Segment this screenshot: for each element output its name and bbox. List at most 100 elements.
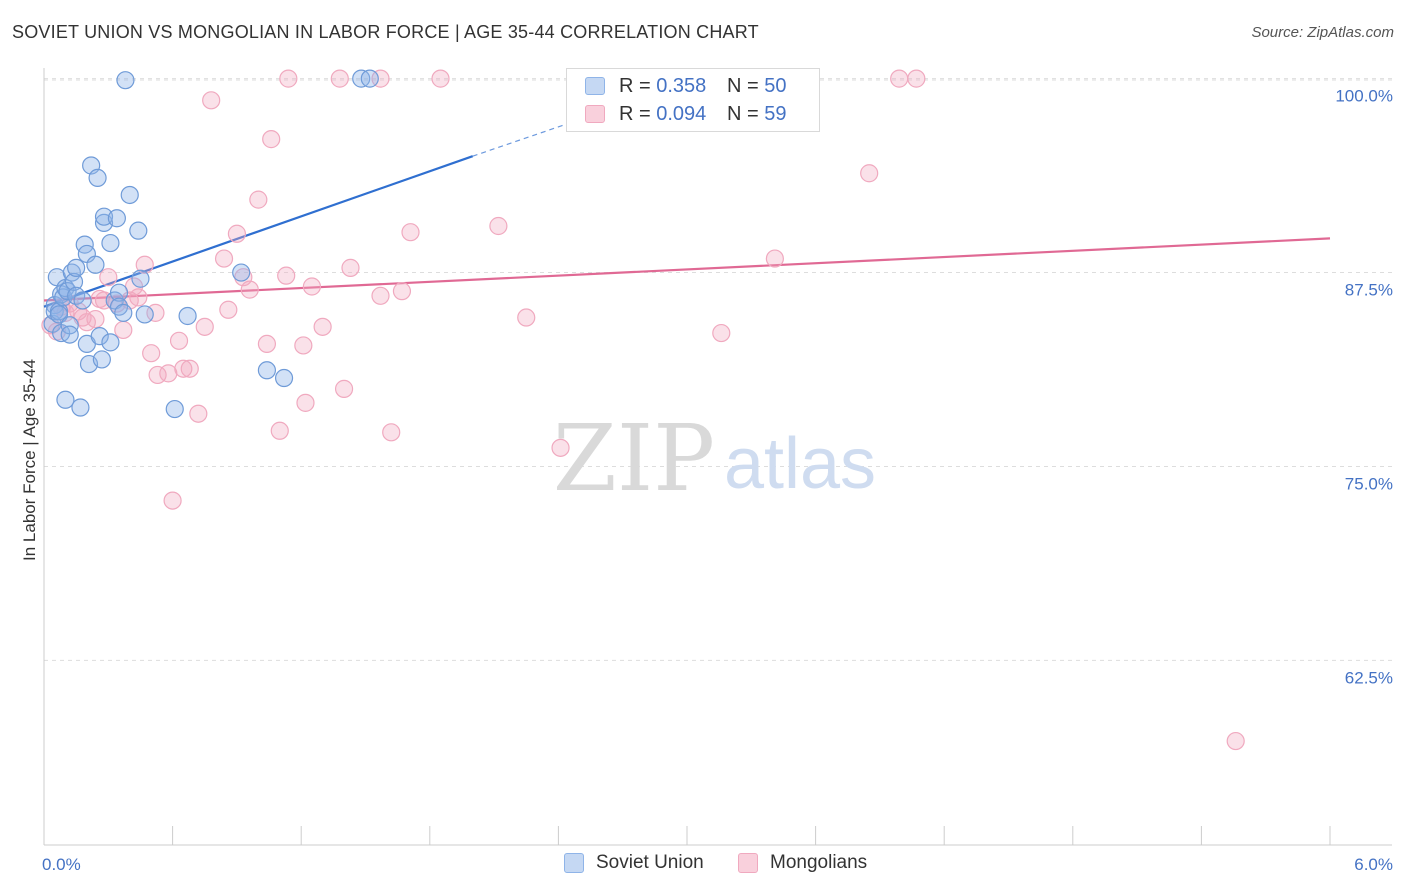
point-mongolians bbox=[227, 224, 246, 243]
point-mongolians bbox=[712, 323, 731, 343]
bottom-legend-soviet-union: Soviet Union bbox=[564, 852, 704, 874]
point-soviet-union bbox=[67, 258, 86, 277]
point-mongolians bbox=[257, 334, 277, 354]
point-mongolians bbox=[99, 268, 118, 287]
point-soviet-union bbox=[107, 209, 126, 228]
point-mongolians bbox=[169, 331, 189, 350]
point-soviet-union bbox=[165, 399, 184, 419]
x-tick-label: 6.0% bbox=[1354, 855, 1393, 874]
axes bbox=[43, 68, 1392, 846]
point-mongolians bbox=[163, 491, 182, 510]
points-mongolians bbox=[41, 69, 1245, 751]
point-mongolians bbox=[180, 359, 199, 378]
point-soviet-union bbox=[71, 398, 90, 417]
point-soviet-union bbox=[56, 390, 75, 409]
point-mongolians bbox=[765, 249, 784, 268]
bottom-legend-label-soviet-union: Soviet Union bbox=[596, 852, 704, 873]
point-mongolians bbox=[202, 91, 221, 110]
point-mongolians bbox=[371, 69, 390, 88]
point-mongolians bbox=[431, 69, 450, 88]
point-soviet-union bbox=[274, 368, 294, 388]
points-soviet-union bbox=[43, 69, 379, 419]
point-mongolians bbox=[174, 359, 193, 378]
source-label: Source: ZipAtlas.com bbox=[1251, 24, 1394, 41]
point-mongolians bbox=[135, 255, 154, 274]
bottom-legend-swatch-soviet-union bbox=[564, 853, 584, 873]
point-soviet-union bbox=[73, 291, 92, 310]
point-mongolians bbox=[330, 69, 349, 88]
point-soviet-union bbox=[88, 168, 107, 188]
y-tick-label: 62.5% bbox=[1345, 668, 1393, 687]
point-mongolians bbox=[240, 280, 259, 299]
point-mongolians bbox=[401, 223, 420, 242]
point-soviet-union bbox=[131, 269, 150, 288]
point-mongolians bbox=[129, 288, 148, 307]
point-mongolians bbox=[890, 69, 909, 88]
point-mongolians bbox=[382, 423, 401, 442]
point-soviet-union bbox=[116, 71, 135, 90]
point-mongolians bbox=[1226, 731, 1245, 751]
legend-r-label: R = bbox=[619, 102, 651, 125]
point-mongolians bbox=[294, 336, 313, 355]
point-mongolians bbox=[249, 190, 268, 209]
chart-title: SOVIET UNION VS MONGOLIAN IN LABOR FORCE… bbox=[12, 22, 759, 42]
point-mongolians bbox=[517, 308, 536, 327]
point-mongolians bbox=[86, 309, 105, 329]
point-soviet-union bbox=[178, 306, 197, 326]
point-mongolians bbox=[371, 286, 390, 305]
point-mongolians bbox=[214, 249, 234, 268]
point-mongolians bbox=[195, 317, 214, 336]
legend-row-mongolians: R = 0.094 N = 59 bbox=[585, 101, 787, 127]
legend-r-value-mongolians: 0.094 bbox=[656, 102, 707, 125]
point-mongolians bbox=[159, 364, 178, 383]
y-tick-label: 75.0% bbox=[1345, 474, 1393, 493]
grid-lines bbox=[44, 78, 1392, 661]
point-soviet-union bbox=[232, 263, 251, 282]
point-mongolians bbox=[296, 393, 315, 412]
bottom-legend-mongolians: Mongolians bbox=[738, 852, 867, 874]
legend-row-soviet-union: R = 0.358 N = 50 bbox=[585, 73, 787, 99]
point-soviet-union bbox=[109, 283, 129, 302]
y-tick-label: 100.0% bbox=[1335, 87, 1393, 106]
legend-r-value-soviet-union: 0.358 bbox=[656, 74, 707, 97]
point-mongolians bbox=[277, 266, 296, 285]
point-mongolians bbox=[392, 282, 412, 301]
legend-n-value-soviet-union: 50 bbox=[764, 74, 787, 97]
point-soviet-union bbox=[90, 327, 109, 346]
point-mongolians bbox=[334, 379, 354, 398]
legend-r-label: R = bbox=[619, 74, 651, 97]
y-tick-label: 87.5% bbox=[1345, 281, 1393, 300]
point-mongolians bbox=[551, 438, 570, 457]
point-soviet-union bbox=[86, 255, 105, 274]
legend-n-label: N = bbox=[727, 102, 759, 125]
watermark: ZIP atlas bbox=[553, 405, 876, 512]
legend-swatch-soviet-union bbox=[585, 77, 605, 95]
point-mongolians bbox=[489, 216, 508, 236]
point-mongolians bbox=[313, 317, 332, 336]
x-tick-labels: 0.0% 6.0% bbox=[42, 855, 1393, 874]
point-mongolians bbox=[189, 404, 208, 423]
watermark-atlas: atlas bbox=[724, 424, 876, 504]
bottom-legend: Soviet Union Mongolians bbox=[0, 852, 1406, 878]
point-soviet-union bbox=[257, 361, 277, 380]
point-mongolians bbox=[907, 69, 926, 88]
legend-swatch-mongolians bbox=[585, 105, 605, 123]
point-soviet-union bbox=[129, 221, 148, 240]
point-soviet-union bbox=[60, 316, 79, 335]
point-soviet-union bbox=[101, 333, 120, 352]
point-mongolians bbox=[114, 320, 133, 340]
watermark-zip: ZIP bbox=[553, 405, 715, 512]
x-tick-label: 0.0% bbox=[42, 855, 81, 874]
point-mongolians bbox=[279, 69, 298, 88]
point-mongolians bbox=[302, 277, 322, 296]
point-soviet-union bbox=[360, 69, 379, 88]
point-soviet-union bbox=[120, 185, 139, 205]
point-mongolians bbox=[262, 130, 281, 149]
point-soviet-union bbox=[58, 282, 77, 301]
legend-box: R = 0.358 N = 50 R = 0.094 N = 59 bbox=[566, 68, 820, 132]
point-soviet-union bbox=[92, 350, 111, 369]
point-mongolians bbox=[219, 300, 238, 319]
legend-n-value-mongolians: 59 bbox=[764, 102, 787, 125]
point-mongolians bbox=[860, 164, 879, 183]
point-soviet-union bbox=[135, 305, 154, 324]
